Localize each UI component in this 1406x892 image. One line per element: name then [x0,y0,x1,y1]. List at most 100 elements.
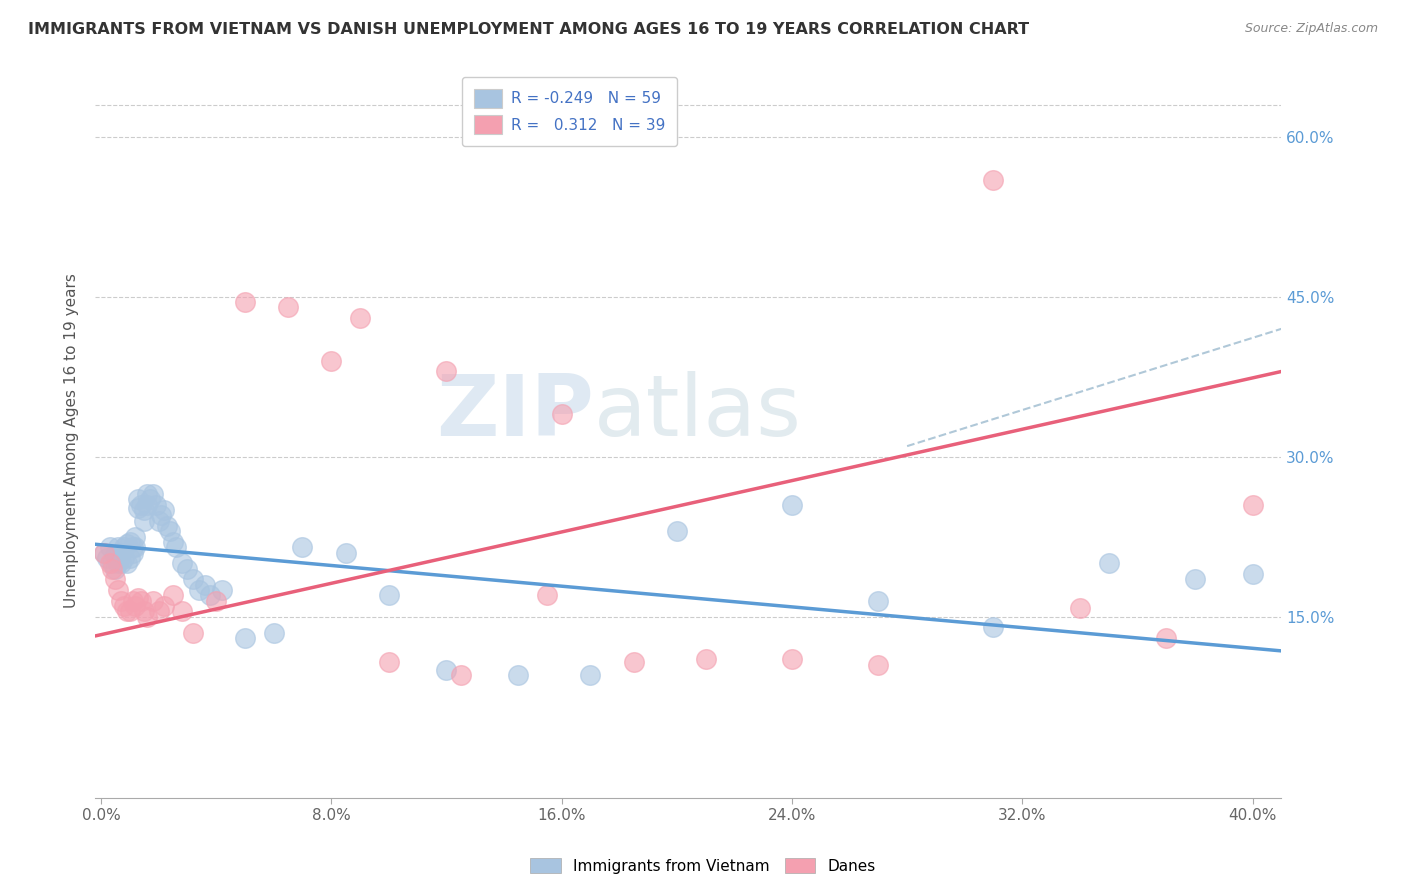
Point [129,594,152,608]
Point [121,594,143,608]
Point [162,589,184,603]
Point [118,551,141,566]
Point [93,546,115,560]
Point [1154,631,1177,645]
Point [107,583,129,598]
Point [96,551,118,566]
Point [153,503,176,517]
Point [153,599,176,613]
Point [1241,498,1264,512]
Point [107,541,129,555]
Point [176,562,198,576]
Point [127,500,149,515]
Point [623,655,645,669]
Point [1241,567,1264,582]
Point [665,524,688,539]
Point [145,498,167,512]
Point [450,668,472,682]
Point [263,625,285,640]
Point [868,657,890,672]
Point [233,295,256,310]
Point [150,508,173,523]
Point [127,591,149,605]
Y-axis label: Unemployment Among Ages 16 to 19 years: Unemployment Among Ages 16 to 19 years [65,273,79,608]
Point [136,498,159,512]
Point [780,652,803,666]
Point [124,599,146,613]
Point [104,562,127,576]
Point [159,524,181,539]
Point [148,604,170,618]
Point [187,583,209,598]
Point [508,668,530,682]
Point [127,492,149,507]
Point [134,604,156,618]
Point [162,535,184,549]
Point [335,546,357,560]
Point [277,301,299,315]
Point [93,546,115,560]
Point [291,541,314,555]
Point [695,652,717,666]
Point [110,557,132,571]
Point [118,535,141,549]
Point [181,573,204,587]
Point [194,578,217,592]
Point [110,546,132,560]
Point [136,609,159,624]
Point [170,604,193,618]
Text: IMMIGRANTS FROM VIETNAM VS DANISH UNEMPLOYMENT AMONG AGES 16 TO 19 YEARS CORRELA: IMMIGRANTS FROM VIETNAM VS DANISH UNEMPL… [28,22,1029,37]
Point [142,487,165,501]
Point [124,530,146,544]
Point [112,541,135,555]
Point [121,546,143,560]
Point [139,492,162,507]
Point [579,668,602,682]
Point [104,548,127,562]
Point [233,631,256,645]
Text: ZIP: ZIP [436,371,593,454]
Point [181,625,204,640]
Point [536,589,558,603]
Point [98,541,121,555]
Point [1184,573,1206,587]
Point [148,514,170,528]
Point [205,594,228,608]
Point [170,557,193,571]
Point [115,537,138,551]
Point [780,498,803,512]
Point [378,655,401,669]
Point [136,487,159,501]
Point [1069,601,1091,615]
Point [378,589,401,603]
Point [101,557,124,571]
Legend: Immigrants from Vietnam, Danes: Immigrants from Vietnam, Danes [524,852,882,880]
Point [142,594,165,608]
Point [200,589,222,603]
Point [112,551,135,566]
Point [868,594,890,608]
Point [983,172,1005,186]
Text: atlas: atlas [593,371,801,454]
Point [98,557,121,571]
Point [110,594,132,608]
Text: Source: ZipAtlas.com: Source: ZipAtlas.com [1244,22,1378,36]
Point [104,573,127,587]
Point [550,407,572,421]
Point [118,604,141,618]
Point [156,519,179,533]
Point [115,557,138,571]
Point [321,354,343,368]
Point [349,311,371,326]
Point [1098,557,1121,571]
Point [121,541,143,555]
Point [165,541,187,555]
Point [107,557,129,571]
Point [115,604,138,618]
Point [436,663,458,677]
Legend: R = -0.249   N = 59, R =   0.312   N = 39: R = -0.249 N = 59, R = 0.312 N = 39 [463,77,678,146]
Point [983,620,1005,634]
Point [101,562,124,576]
Point [134,514,156,528]
Point [211,583,233,598]
